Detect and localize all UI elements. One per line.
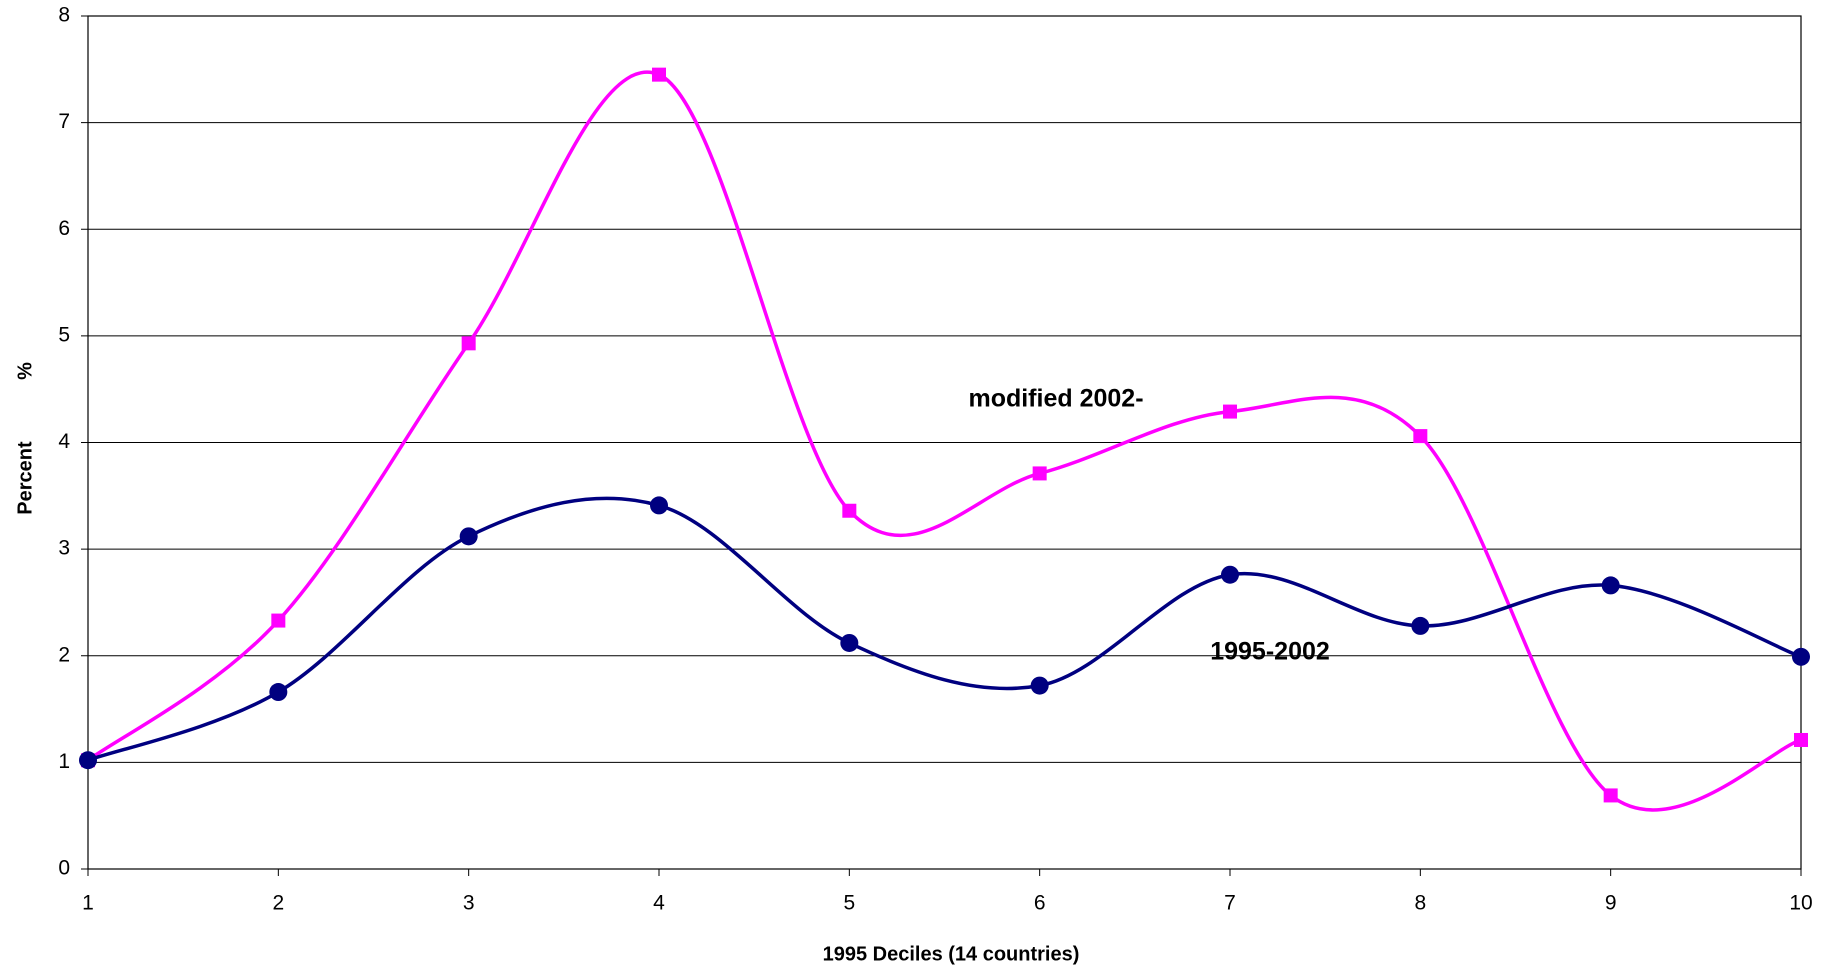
marker xyxy=(1032,466,1047,481)
marker xyxy=(79,751,97,770)
x-tick-label: 6 xyxy=(1034,892,1046,915)
y-tick-label: 3 xyxy=(58,537,70,560)
marker xyxy=(1601,576,1620,595)
x-axis-title: 1995 Deciles (14 countries) xyxy=(823,943,1080,965)
marker xyxy=(269,683,288,702)
marker xyxy=(271,613,286,628)
series-label: modified 2002- xyxy=(968,385,1143,413)
marker xyxy=(461,336,476,351)
series-label: 1995-2002 xyxy=(1210,638,1330,666)
marker xyxy=(1221,565,1239,584)
y-tick-label: 5 xyxy=(58,323,70,346)
marker xyxy=(652,67,666,82)
y-tick-label: 6 xyxy=(58,217,70,240)
marker xyxy=(1413,429,1428,444)
marker xyxy=(1794,732,1808,747)
x-tick-label: 10 xyxy=(1789,892,1812,915)
x-tick-label: 5 xyxy=(843,892,855,915)
x-tick-label: 2 xyxy=(272,892,284,915)
y-axis-title: Percent xyxy=(14,441,36,515)
marker xyxy=(1792,647,1810,666)
marker xyxy=(1603,788,1618,803)
y-tick-label: 7 xyxy=(58,110,70,133)
marker xyxy=(459,527,478,546)
x-tick-label: 1 xyxy=(82,892,94,915)
marker xyxy=(650,496,668,515)
y-tick-label: 8 xyxy=(58,4,70,27)
x-tick-label: 9 xyxy=(1605,892,1617,915)
plot-frame xyxy=(87,15,1802,870)
x-tick-label: 4 xyxy=(653,892,665,915)
marker xyxy=(1223,404,1237,419)
y-tick-label: 2 xyxy=(58,643,70,666)
x-tick-label: 3 xyxy=(463,892,475,915)
series-line xyxy=(87,496,1802,762)
series-line xyxy=(86,70,1802,812)
marker xyxy=(1030,676,1049,695)
marker xyxy=(842,503,857,518)
x-tick-label: 8 xyxy=(1414,892,1426,915)
y-axis-unit: % xyxy=(14,362,36,380)
marker xyxy=(1411,616,1430,635)
marker xyxy=(840,633,859,652)
x-tick-label: 7 xyxy=(1224,892,1236,915)
y-tick-label: 1 xyxy=(58,750,70,773)
y-tick-label: 4 xyxy=(58,430,70,453)
y-tick-label: 0 xyxy=(58,857,70,880)
